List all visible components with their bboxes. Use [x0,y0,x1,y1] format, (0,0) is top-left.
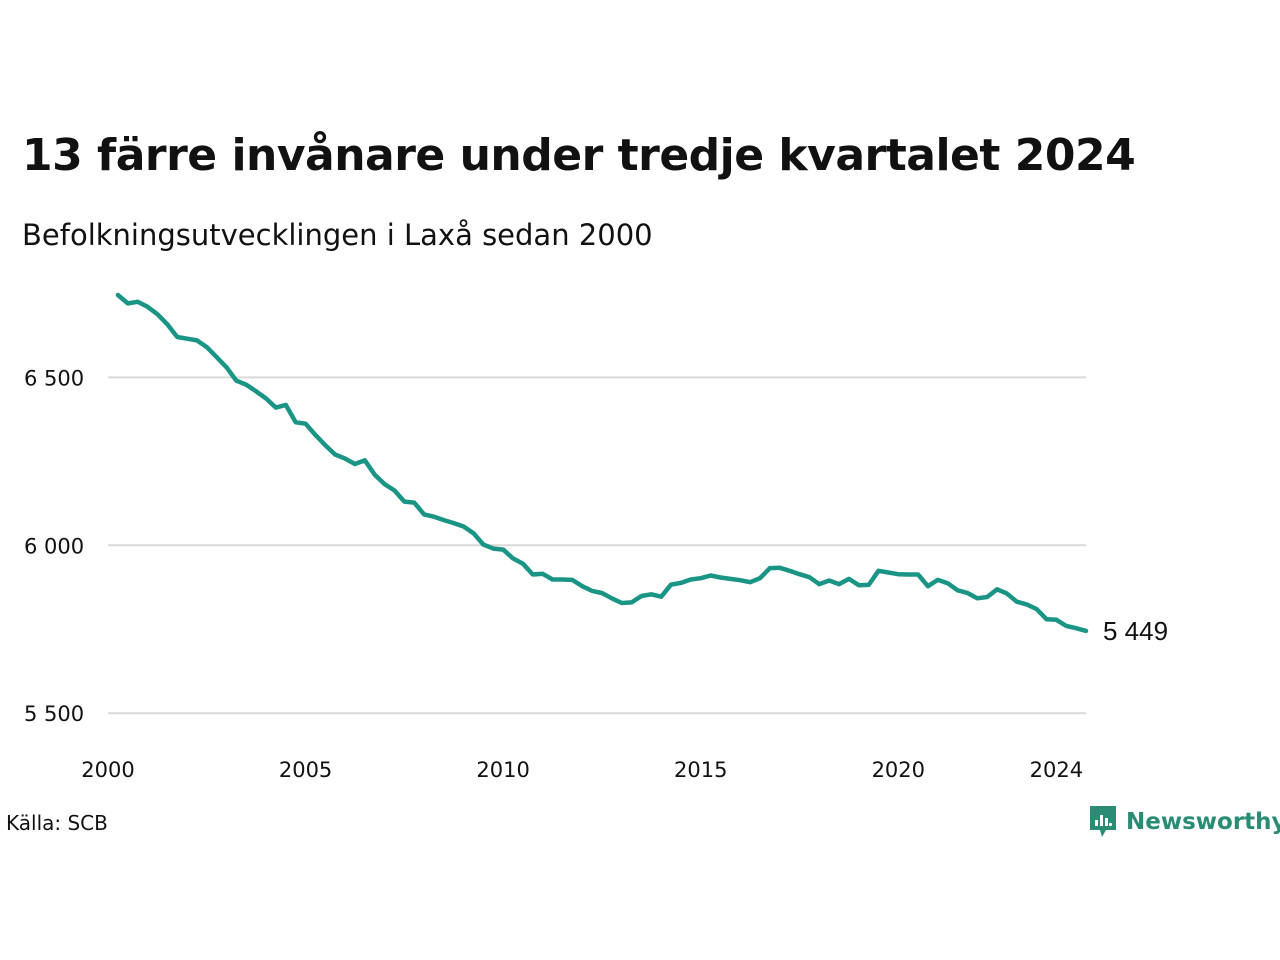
newsworthy-logo-icon [1090,806,1116,837]
x-tick-label: 2010 [476,758,529,782]
x-tick-label: 2024 [1030,758,1083,782]
x-tick-label: 2000 [81,758,134,782]
end-value-label: 5 449 [1103,616,1168,646]
brand-name: Newsworthy [1126,809,1280,835]
x-tick-label: 2020 [872,758,925,782]
chart-title: 13 färre invånare under tredje kvartalet… [22,130,1136,181]
y-tick-label: 6 500 [24,366,84,390]
x-tick-label: 2005 [279,758,332,782]
population-line [115,292,1089,634]
brand-logo[interactable]: Newsworthy [1088,804,1280,840]
y-tick-label: 6 000 [24,534,84,558]
source-note: Källa: SCB [6,811,108,835]
y-tick-label: 5 500 [24,702,84,726]
x-tick-label: 2015 [674,758,727,782]
chart-subtitle: Befolkningsutvecklingen i Laxå sedan 200… [22,218,653,252]
